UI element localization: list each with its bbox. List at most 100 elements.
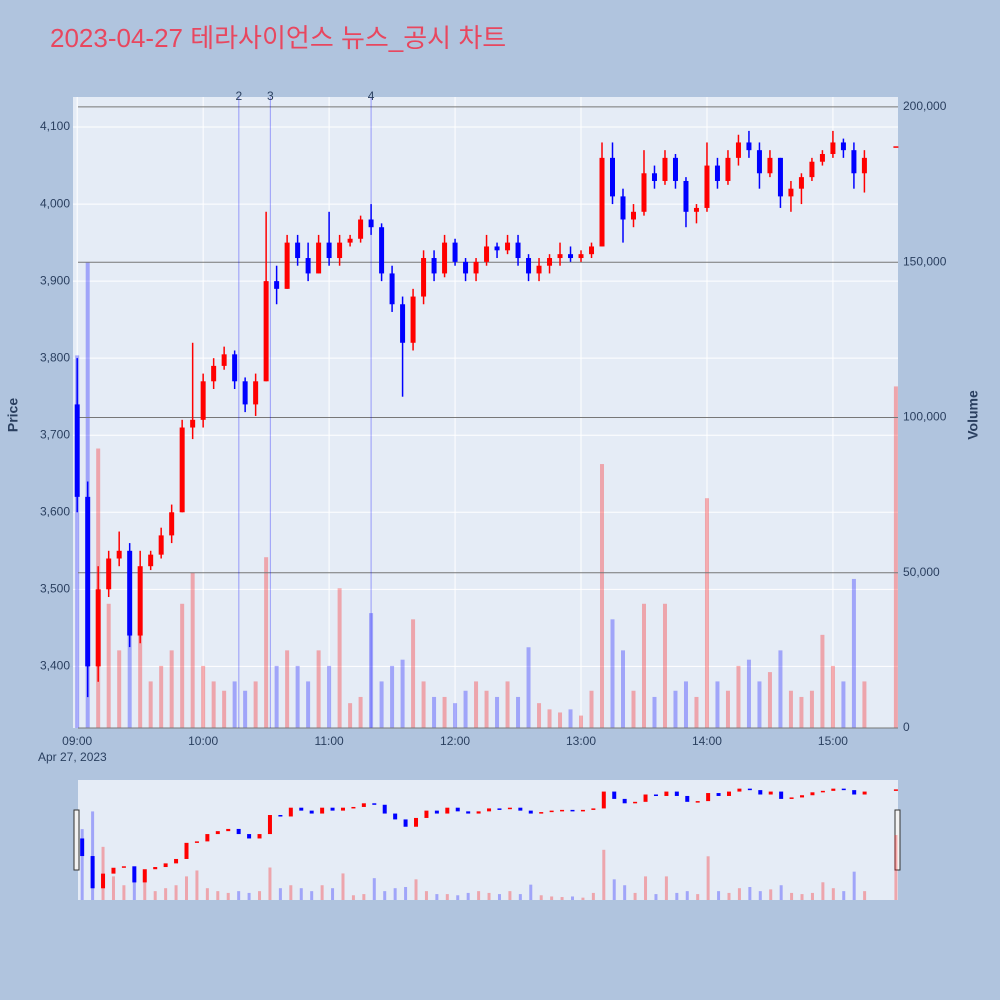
rangeslider-candle	[507, 807, 512, 810]
rangeslider-candle	[528, 810, 533, 814]
rangeslider-candle	[393, 813, 398, 820]
candle-body	[809, 161, 815, 178]
volume-bar	[579, 715, 584, 728]
rangeslider-candle	[841, 788, 846, 791]
volume-bar	[306, 681, 311, 728]
rangeslider-volume-bar	[205, 888, 209, 900]
rangeslider-volume-bar	[737, 888, 741, 900]
volume-bar	[704, 498, 709, 728]
volume-bar	[621, 650, 625, 728]
rangeslider-volume-bar	[111, 876, 115, 900]
rangeslider-volume-bar	[195, 870, 199, 900]
rangeslider-candle	[163, 863, 168, 868]
candle-body	[756, 150, 762, 174]
rangeslider-volume-bar	[675, 892, 679, 900]
rangeslider-volume-bar	[362, 894, 366, 900]
rangeslider-candle	[90, 856, 95, 889]
rangeslider-volume-bar	[758, 891, 762, 900]
rangeslider-candle	[601, 791, 606, 809]
candle-body	[557, 254, 563, 259]
rangeslider-volume-bar	[633, 892, 637, 900]
rangeslider-candle	[779, 791, 784, 799]
rangeslider-candle	[820, 790, 825, 793]
volume-bar	[264, 557, 269, 728]
volume-bar	[830, 665, 835, 728]
rangeslider-candle	[768, 791, 773, 795]
rangeslider-candle	[132, 866, 137, 883]
candle-body	[473, 261, 479, 274]
rangeslider-volume-bar	[153, 891, 157, 900]
candle-body	[672, 157, 678, 181]
candle-body	[326, 242, 332, 259]
rangeslider-handle[interactable]	[894, 809, 901, 871]
candle-body	[725, 157, 731, 181]
rangeslider-volume-bar	[550, 896, 554, 900]
candle-body	[735, 142, 741, 158]
rangeslider-volume-bar	[237, 891, 241, 900]
rangeslider-volume-bar	[278, 888, 282, 900]
rangeslider-volume-bar	[268, 867, 272, 900]
rangeslider-volume-bar	[372, 878, 376, 900]
volume-bar	[788, 690, 793, 728]
candle-body	[221, 354, 227, 366]
x-tick-label: 10:00	[188, 734, 218, 748]
candle-body	[620, 196, 626, 220]
candle-body	[798, 177, 804, 189]
rangeslider-handle[interactable]	[73, 809, 80, 871]
volume-bar	[106, 603, 111, 728]
volume-bar	[295, 665, 300, 728]
rangeslider-volume-bar	[258, 891, 262, 900]
rangeslider-candle	[591, 808, 596, 810]
rangeslider-candle	[831, 788, 836, 791]
candle-body	[683, 180, 689, 212]
y-tick-label: 3,900	[40, 273, 70, 287]
candle-body	[610, 157, 616, 197]
rangeslider-volume-bar	[466, 892, 470, 900]
volume-bar	[117, 650, 122, 728]
candle-body	[379, 227, 385, 274]
candle-body	[746, 142, 752, 151]
candle-body	[347, 238, 353, 243]
volume-bar	[453, 703, 458, 728]
volume-bar	[127, 603, 132, 728]
rangeslider-volume-bar	[351, 895, 355, 900]
volume-bar	[537, 703, 542, 728]
candle-body	[421, 258, 427, 297]
y-tick-label: 3,500	[40, 581, 70, 595]
volume-bar	[421, 681, 426, 728]
rangeslider-volume-bar	[790, 892, 794, 900]
candle-body	[116, 550, 122, 559]
rangeslider-candle	[320, 807, 325, 814]
volume-bar	[683, 681, 688, 728]
rangeslider-candle	[580, 809, 585, 812]
volume-bar	[274, 665, 279, 728]
rangeslider-candle	[445, 807, 450, 814]
volume-bar	[526, 647, 531, 728]
candle-body	[630, 211, 636, 220]
rangeslider-candle	[215, 831, 220, 835]
volume-bar	[442, 696, 447, 728]
volume-bar	[232, 681, 237, 728]
candle-body	[515, 242, 521, 259]
rangeslider-candle	[184, 842, 189, 859]
candle-body	[242, 381, 248, 405]
volume-bar	[222, 690, 227, 728]
rangeslider-candle	[403, 819, 408, 827]
rangeslider-volume-bar	[717, 891, 721, 900]
candle-body	[840, 142, 846, 151]
rangeslider-volume-bar	[810, 892, 814, 900]
y-axis-title: Price	[5, 398, 21, 432]
candle-body	[578, 254, 584, 259]
rangeslider-volume-bar	[383, 891, 387, 900]
volume-bar	[316, 650, 321, 728]
chart-title: 2023-04-27 테라사이언스 뉴스_공시 차트	[50, 23, 506, 53]
rangeslider-volume-bar	[299, 888, 303, 900]
y2-tick-label: 0	[903, 720, 910, 734]
rangeslider-volume-bar	[414, 879, 418, 900]
rangeslider-candle	[309, 810, 314, 814]
y2-axis-title: Volume	[965, 390, 981, 440]
y-tick-label: 4,100	[40, 119, 70, 133]
rangeslider-candle	[372, 803, 377, 805]
volume-bar	[673, 690, 678, 728]
volume-bar	[893, 386, 898, 728]
